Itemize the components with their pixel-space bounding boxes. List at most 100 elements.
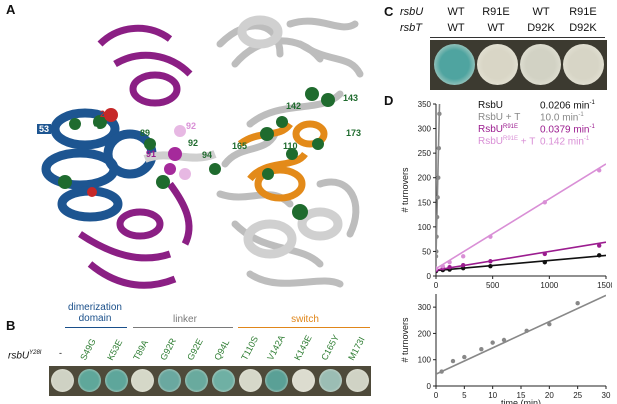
spot-c-1 [477,44,518,85]
chart-bottom-ytick-label-0: 0 [427,382,432,391]
legend-entry-2: RsbUR91E 0.0379 min-1 [478,124,595,135]
chart-top-point-1-5 [436,175,441,180]
group-dimerization-underline [65,327,127,328]
mutant-label-10: C165Y [319,332,341,362]
chart-top-ytick-label-3: 150 [418,198,432,207]
spot-b-9 [292,369,316,392]
residue-label-143: 143 [343,93,359,103]
group-switch-underline [238,327,370,328]
chart-top-ytick-label-4: 200 [418,174,432,183]
chart-top-xtick-label-0: 0 [434,281,439,290]
chart-bottom-y-label: # turnovers [400,317,410,363]
chart-top-point-1-0 [436,254,439,259]
chart-bottom-x-label: time (min) [501,398,541,404]
group-linker-label: linker [173,314,197,325]
genotype-value-0-3: R91E [569,6,597,18]
mutant-label-8: V142A [265,333,288,362]
chart-top-point-3-1 [440,263,445,269]
chart-top-point-1-3 [436,214,440,220]
group-dimerization-line2: domain [78,313,112,324]
genotype-value-1-1: WT [487,22,505,34]
chart-top-point-0-6 [597,253,602,258]
spot-c-0 [434,44,475,85]
mutant-label-4: G92R [158,336,179,362]
chart-top-point-3-5 [542,200,547,205]
genotype-underline [430,37,605,38]
mutant-label-5: G92E [185,336,205,362]
legend-rate-unit-2: -1 [589,124,595,130]
chart-bottom-point-0-8 [575,301,580,306]
chart-top-xtick-label-3: 1500 [597,281,612,290]
rsbt-genotype-label: rsbT [400,22,422,34]
chart-top-point-3-0 [436,266,439,271]
legend-rate-unit-1: -1 [578,112,584,118]
spot-b-10 [319,369,342,392]
group-linker-underline [133,327,233,328]
chart-bottom-fit-line-0 [436,294,606,375]
plate-strip-b [49,366,371,396]
chart-bottom-point-0-6 [524,328,529,333]
chart-bottom-xtick-label-3: 15 [517,391,526,400]
mutation-spheres [58,87,335,220]
residue-label-89: 89 [140,128,151,138]
chart-bottom-xtick-label-2: 10 [488,391,497,400]
legend-name-0: RsbU [478,100,504,111]
chart-top-point-2-4 [488,259,493,264]
chart-bottom-xtick-label-6: 30 [602,391,611,400]
chart-top-xtick-label-2: 1000 [540,281,558,290]
legend-rate-1: 10.0 min-1 [540,112,584,124]
turnover-chart-long: 0 50 100 150 200 250 300 350 0 500 1000 1500 time (m… [400,100,612,292]
group-dimerization-label: dimerization domain [60,302,130,324]
mutant-label-3: T89A [131,338,151,362]
genotype-value-1-3: D92K [569,22,597,34]
residue-label-91: 91 [146,149,157,159]
chart-bottom-point-0-2 [462,354,467,360]
chart-bottom-point-0-3 [479,347,484,352]
mutant-label-2: K53E [104,337,124,362]
orange-switch-ribbons [237,120,328,202]
residue-label-53: 53 [37,124,52,134]
chart-top-x-label: time (min) [501,291,541,292]
legend-rate-0: 0.0206 min-1 [540,100,595,112]
chart-bottom-xtick-label-1: 5 [462,391,467,400]
residue-label-49: 49 [88,125,99,135]
residue-label-142: 142 [286,101,302,111]
legend-name-1: RsbU + T [478,112,521,123]
spot-c-3 [563,44,604,85]
chart-top-point-3-4 [488,234,493,239]
residue-label-110: 110 [283,141,298,151]
spot-b-3 [131,369,155,392]
genotype-value-0-1: R91E [482,6,510,18]
chart-top-ytick-label-7: 350 [418,100,432,109]
chart-bottom-ytick-label-2: 200 [418,329,432,338]
mutant-label-7: T110S [238,334,260,362]
chart-bottom-point-0-4 [490,340,495,345]
chart-top-ytick-label-5: 250 [418,149,432,158]
mutant-label-11: M173I [345,335,367,362]
panel-a-letter: A [6,2,16,17]
chart-top-point-1-4 [436,195,440,200]
rsbu-row-label-text: rsbU [8,350,30,362]
residue-label-28: 28 [100,109,111,119]
chart-top-point-2-5 [542,251,547,257]
chart-top-y-label: # turnovers [400,167,410,213]
group-dimerization-line1: dimerization [68,302,122,313]
chart-top-ytick-label-6: 300 [418,125,432,134]
chart-bottom-point-0-1 [450,358,456,364]
residue-label-94: 94 [202,150,213,160]
mutant-label-9: K143E [292,333,314,362]
mutant-label-0: - [59,348,62,358]
mutant-label-1: S49G [77,336,98,362]
legend-sup-3: R91E [503,136,519,142]
chart-top-ytick-label-1: 50 [422,247,431,256]
chart-top-xtick-label-1: 500 [486,281,500,290]
genotype-value-0-0: WT [447,6,465,18]
spot-b-6 [211,369,235,392]
residue-label-165: 165 [232,141,248,151]
spot-b-5 [185,369,208,392]
legend-rate-unit-0: -1 [589,100,595,106]
turnover-chart-short: 0 100 200 300 0 5 10 15 20 25 30 time (min) # turnov… [400,294,611,404]
chart-bottom-ytick-label-3: 300 [418,303,432,312]
spot-b-2 [104,369,128,392]
spot-b-1 [77,369,101,392]
